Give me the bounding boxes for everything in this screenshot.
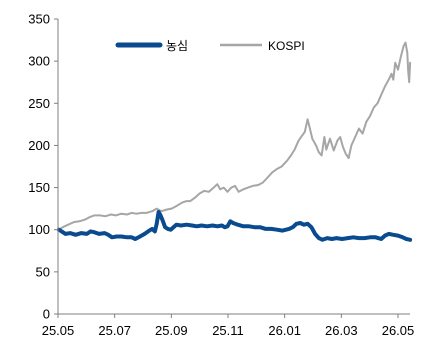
legend-label-nongshim: 농심: [166, 39, 188, 53]
x-tick-label: 25.07: [98, 323, 131, 338]
x-tick-label: 25.05: [42, 323, 75, 338]
x-tick-label: 25.11: [212, 323, 244, 338]
x-axis-ticks: 25.05 25.07 25.09 25.11 26.01 26.03 26.05: [42, 314, 415, 338]
series-line-nongshim: [56, 210, 413, 242]
y-tick-label: 250: [28, 96, 50, 111]
series-lines: [56, 41, 413, 242]
y-tick-label: 300: [28, 54, 50, 69]
y-tick-label: 0: [43, 307, 50, 322]
x-tick-label: 26.05: [382, 323, 415, 338]
y-tick-label: 350: [28, 12, 50, 27]
series-line-kospi: [57, 41, 412, 231]
y-axis-ticks: 0 50 100 150 200 250 300 350: [28, 12, 58, 322]
legend-label-kospi: KOSPI: [268, 39, 305, 53]
x-tick-label: 25.09: [155, 323, 188, 338]
x-tick-label: 26.03: [325, 323, 358, 338]
axes: [57, 19, 410, 315]
y-tick-label: 200: [28, 138, 50, 153]
y-tick-label: 100: [28, 222, 50, 237]
x-tick-label: 26.01: [268, 323, 301, 338]
y-tick-label: 150: [28, 180, 50, 195]
y-tick-label: 50: [36, 264, 50, 279]
legend: 농심 KOSPI: [115, 39, 305, 53]
